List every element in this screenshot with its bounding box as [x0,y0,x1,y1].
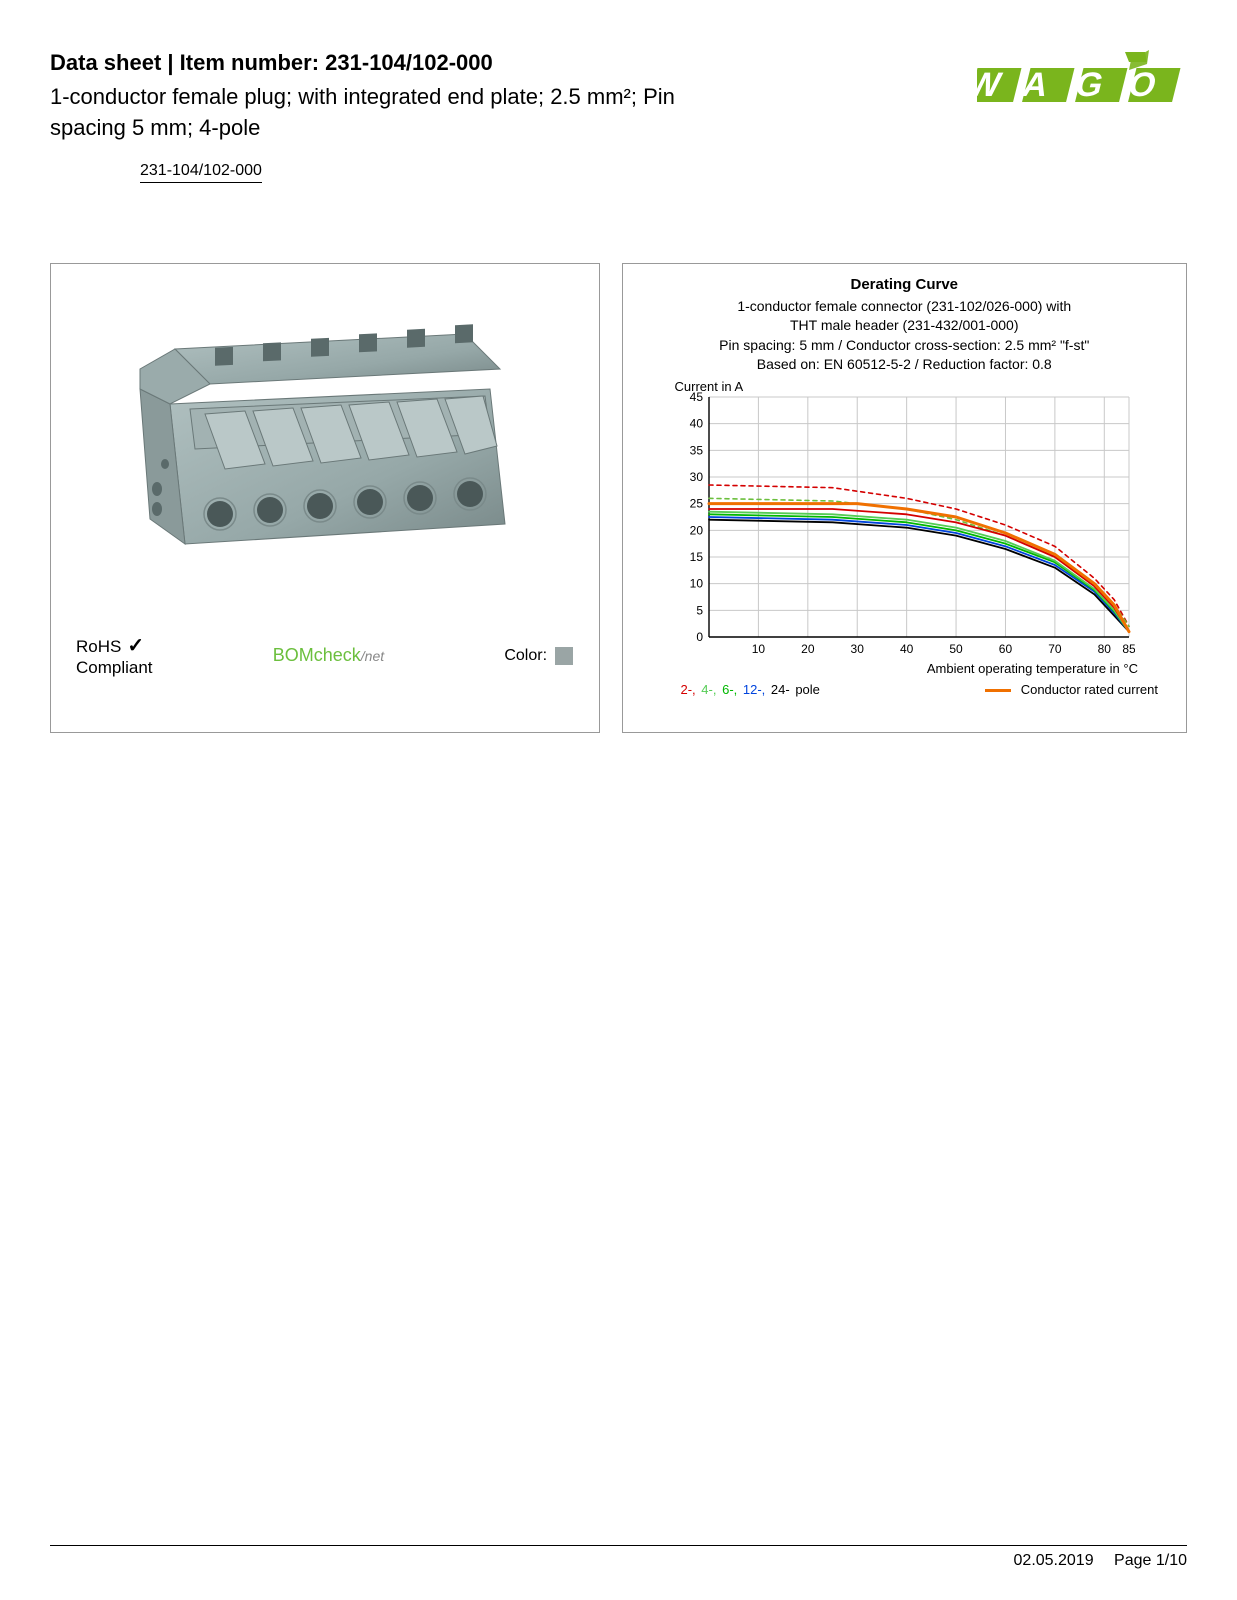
chart-panel: Derating Curve 1-conductor female connec… [622,263,1188,733]
legend-pole-item: 12-, [743,682,769,697]
color-swatch [555,647,573,665]
header: Data sheet | Item number: 231-104/102-00… [0,0,1237,203]
item-number: 231-104/102-000 [325,50,493,75]
footer: 02.05.2019 Page 1/10 [50,1545,1187,1570]
chart-subtitle-3: Pin spacing: 5 mm / Conductor cross-sect… [631,336,1179,356]
svg-text:30: 30 [850,642,864,656]
svg-text:40: 40 [899,642,913,656]
svg-text:50: 50 [949,642,963,656]
bomcheck-suffix: /net [361,648,384,664]
compliant-label: Compliant [76,658,153,677]
chart-title: Derating Curve [631,276,1179,293]
footer-page: Page 1/10 [1114,1552,1187,1569]
svg-text:15: 15 [689,550,703,564]
rated-line-icon [985,689,1011,692]
svg-text:10: 10 [689,577,703,591]
datasheet-label: Data sheet [50,50,161,75]
legend-pole-item: 6-, [722,682,741,697]
item-number-label: Item number: [180,50,319,75]
panels-container: RoHS ✓ Compliant BOMcheck/net Color: Dera… [0,203,1237,733]
check-icon: ✓ [127,635,144,657]
x-axis-label: Ambient operating temperature in °C [675,661,1149,676]
legend-pole-item: 24- [771,682,793,697]
svg-text:35: 35 [689,443,703,457]
bomcheck-logo: BOMcheck/net [273,645,384,666]
svg-text:80: 80 [1097,642,1111,656]
derating-chart: 051015202530354045102030405060708085 [675,383,1135,659]
header-text: Data sheet | Item number: 231-104/102-00… [50,50,750,183]
svg-text:5: 5 [696,603,703,617]
svg-text:85: 85 [1122,642,1135,656]
product-bottom-row: RoHS ✓ Compliant BOMcheck/net Color: [51,634,599,703]
bomcheck-text: BOMcheck [273,645,361,665]
page-title: Data sheet | Item number: 231-104/102-00… [50,50,750,76]
chart-subtitle-2: THT male header (231-432/001-000) [631,316,1179,336]
title-separator: | [161,50,179,75]
svg-text:40: 40 [689,417,703,431]
chart-subtitle-1: 1-conductor female connector (231-102/02… [631,297,1179,317]
svg-text:20: 20 [689,523,703,537]
svg-text:70: 70 [1048,642,1062,656]
color-indicator: Color: [504,647,573,665]
legend-poles: 2-, 4-, 6-, 12-, 24- pole [681,682,822,697]
footer-date: 02.05.2019 [1014,1552,1094,1569]
svg-text:60: 60 [998,642,1012,656]
legend-rated: Conductor rated current [985,682,1158,697]
rohs-label: RoHS [76,637,121,656]
chart-subtitle-4: Based on: EN 60512-5-2 / Reduction facto… [631,355,1179,375]
legend-pole-item: 4-, [701,682,720,697]
rohs-compliant: RoHS ✓ Compliant [76,634,153,678]
svg-text:0: 0 [696,630,703,644]
product-panel: RoHS ✓ Compliant BOMcheck/net Color: [50,263,600,733]
chart-legend: 2-, 4-, 6-, 12-, 24- pole Conductor rate… [631,676,1179,697]
wago-logo: W A G O [977,50,1187,105]
product-image [135,314,515,584]
subtitle: 1-conductor female plug; with integrated… [50,82,750,144]
item-number-link[interactable]: 231-104/102-000 [140,162,262,183]
svg-text:10: 10 [751,642,765,656]
color-label: Color: [504,647,547,664]
legend-rated-label: Conductor rated current [1021,682,1158,697]
chart-area: Current in A 051015202530354045102030405… [631,383,1179,676]
y-axis-label: Current in A [675,379,744,394]
legend-pole-item: 2-, [681,682,700,697]
product-image-area [51,264,599,634]
svg-text:20: 20 [801,642,815,656]
legend-poles-suffix: pole [795,682,820,697]
svg-text:30: 30 [689,470,703,484]
svg-text:25: 25 [689,497,703,511]
